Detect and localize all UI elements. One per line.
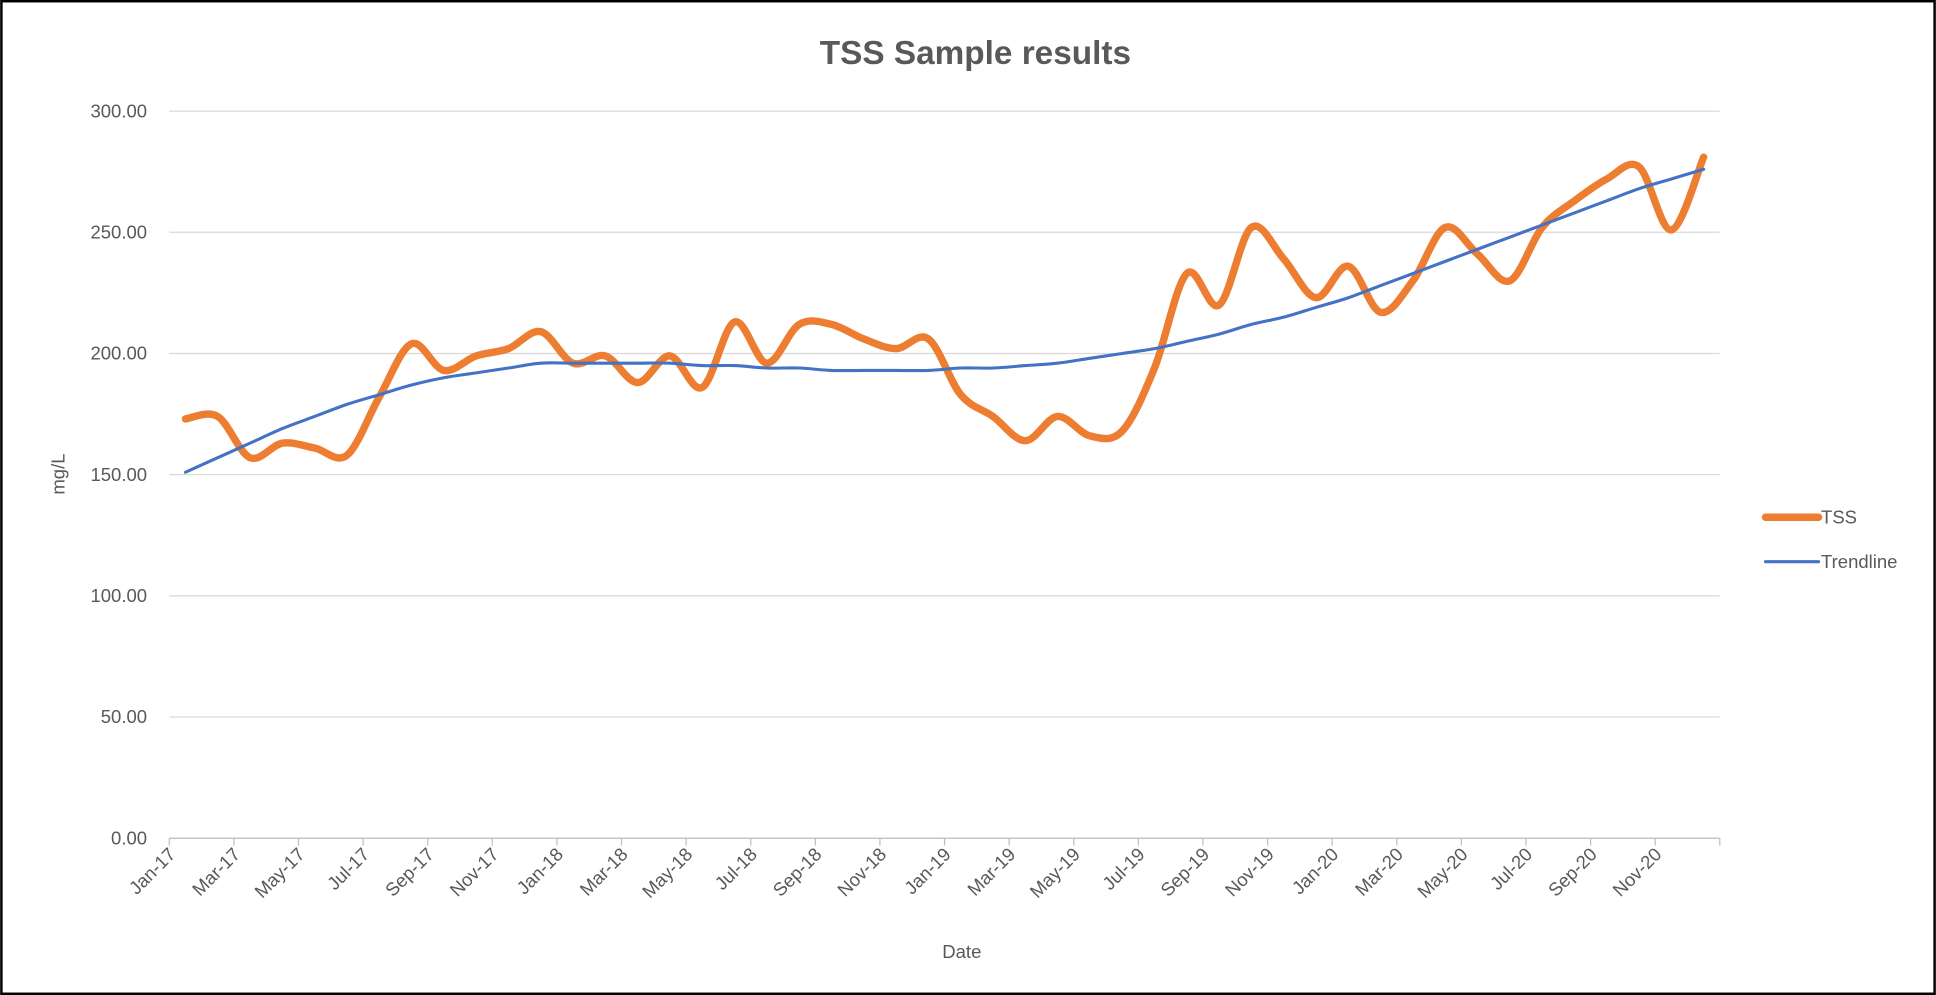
y-tick-label: 300.00 (90, 100, 147, 121)
y-tick-label: 150.00 (90, 464, 147, 485)
y-tick-label: 0.00 (111, 827, 147, 848)
y-tick-label: 50.00 (101, 706, 147, 727)
y-axis-label: mg/L (47, 453, 68, 494)
legend-label: TSS (1821, 506, 1857, 527)
y-tick-label: 200.00 (90, 343, 147, 364)
x-axis-label: Date (942, 941, 981, 962)
chart-title: TSS Sample results (820, 35, 1131, 72)
legend-label: Trendline (1821, 551, 1897, 572)
y-tick-label: 250.00 (90, 221, 147, 242)
series-line (183, 167, 1706, 474)
y-tick-label: 100.00 (90, 585, 147, 606)
series-line (181, 153, 1708, 463)
